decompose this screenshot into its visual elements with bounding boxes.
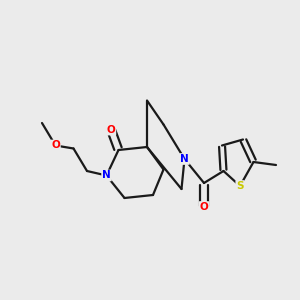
Text: O: O — [200, 202, 208, 212]
Text: O: O — [51, 140, 60, 151]
Text: N: N — [102, 170, 111, 181]
Text: O: O — [106, 124, 116, 135]
Text: S: S — [236, 181, 244, 191]
Text: N: N — [180, 154, 189, 164]
